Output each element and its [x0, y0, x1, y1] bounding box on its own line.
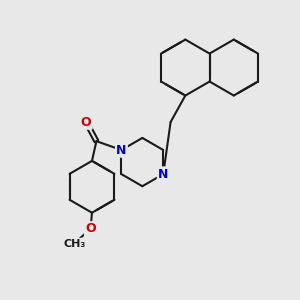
Text: O: O: [81, 116, 92, 128]
Text: N: N: [158, 168, 168, 181]
Text: O: O: [85, 222, 96, 236]
Text: CH₃: CH₃: [63, 238, 86, 249]
Text: N: N: [116, 143, 127, 157]
